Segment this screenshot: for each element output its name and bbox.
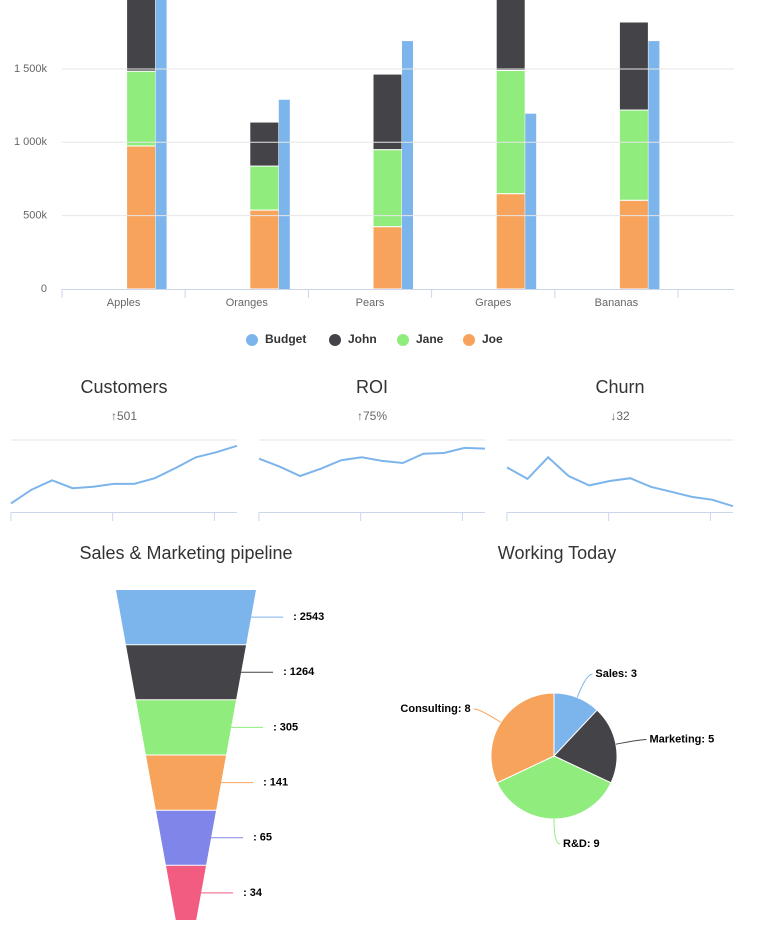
- chart-title: Working Today: [498, 543, 616, 563]
- bar-segment: [618, 21, 649, 111]
- pie-slice[interactable]: [553, 709, 618, 784]
- bar-segment: [372, 226, 403, 289]
- panel-subtitle: ↑501: [111, 409, 137, 423]
- chart-title: Sales & Marketing pipeline: [79, 543, 292, 563]
- y-tick-label: 1 500k: [14, 63, 48, 75]
- data-label: : 141: [263, 776, 288, 788]
- panel-title: Churn: [595, 377, 644, 397]
- legend-marker: [397, 334, 409, 346]
- connector: [473, 708, 502, 723]
- bar-segment: [495, 69, 526, 195]
- funnel-segment[interactable]: [166, 865, 206, 920]
- x-tick-label: Pears: [356, 297, 385, 309]
- bar-segment: [249, 165, 280, 211]
- bar-segment: [495, 193, 526, 289]
- funnel-segment[interactable]: [126, 645, 246, 700]
- data-label: : 2543: [293, 611, 324, 623]
- legend-marker: [329, 334, 341, 346]
- legend-marker: [463, 334, 475, 346]
- data-label: : 1264: [283, 666, 315, 678]
- data-label: R&D: 9: [563, 838, 600, 850]
- sparkline: [258, 446, 486, 478]
- plot-area: [126, 0, 660, 289]
- bar-segment: [249, 121, 280, 167]
- data-label: : 34: [243, 887, 263, 899]
- data-label: Sales: 3: [595, 668, 637, 680]
- data-label: : 305: [273, 721, 298, 733]
- y-tick-label: 500k: [23, 210, 47, 222]
- x-tick-label: Apples: [107, 297, 141, 309]
- y-tick-label: 0: [41, 283, 47, 295]
- funnel-segment[interactable]: [136, 700, 236, 755]
- panel-title: ROI: [356, 377, 388, 397]
- bar-segment: [618, 199, 649, 289]
- budget-bar: [525, 113, 537, 289]
- budget-bar: [155, 0, 167, 289]
- x-tick-label: Oranges: [226, 297, 269, 309]
- connector: [576, 673, 593, 698]
- budget-bar: [648, 41, 660, 289]
- x-tick-label: Bananas: [595, 297, 639, 309]
- bar-segment: [618, 109, 649, 201]
- y-tick-label: 1 000k: [14, 136, 48, 148]
- legend-label[interactable]: Jane: [416, 332, 444, 346]
- budget-bar: [402, 41, 413, 289]
- data-label: : 65: [253, 832, 272, 844]
- funnel-segment[interactable]: [156, 810, 216, 865]
- panel-title: Customers: [80, 377, 167, 397]
- sparkline: [10, 444, 238, 505]
- sparkline: [506, 455, 734, 508]
- bar-segment: [126, 145, 157, 289]
- bar-segment: [372, 73, 403, 151]
- data-label: Consulting: 8: [400, 703, 470, 715]
- bar-segment: [372, 149, 403, 228]
- bar-segment: [249, 209, 280, 289]
- pie-slice[interactable]: [496, 755, 612, 820]
- bar-segment: [126, 70, 157, 147]
- connector: [615, 739, 647, 745]
- legend-marker: [246, 334, 258, 346]
- funnel-segment[interactable]: [116, 590, 256, 645]
- pie-slice[interactable]: [490, 692, 555, 784]
- funnel-segment[interactable]: [146, 755, 226, 810]
- data-label: Marketing: 5: [649, 733, 714, 745]
- bar-segment: [495, 0, 526, 71]
- panel-subtitle: ↓32: [610, 409, 630, 423]
- legend-label[interactable]: Budget: [265, 332, 306, 346]
- budget-bar: [278, 99, 290, 289]
- bar-segment: [126, 0, 157, 72]
- legend-label[interactable]: John: [348, 332, 377, 346]
- x-tick-label: Grapes: [475, 297, 512, 309]
- legend-label[interactable]: Joe: [482, 332, 503, 346]
- connector: [553, 818, 561, 845]
- panel-subtitle: ↑75%: [357, 409, 387, 423]
